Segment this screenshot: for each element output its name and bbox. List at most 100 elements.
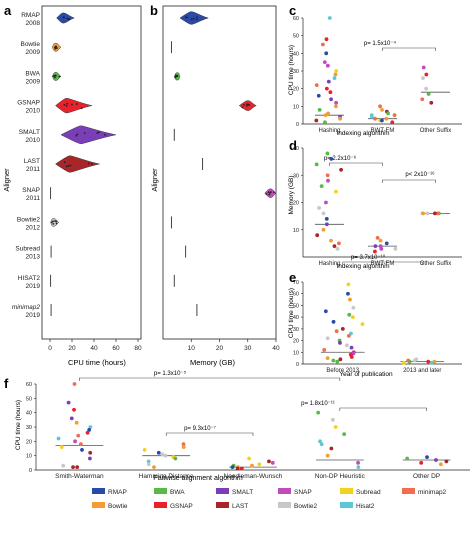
y-tick-label-c-50: 50: [293, 34, 299, 40]
category-label-e-0: Before 2013: [326, 368, 359, 374]
point-c-9: [326, 79, 331, 84]
panel-d-xlabel: Indexing algorithm: [336, 263, 389, 270]
point-c-36: [421, 65, 426, 70]
point-f-9: [56, 436, 61, 441]
x-tick-label-a-20: 20: [68, 345, 76, 352]
y-tick-label-c-30: 30: [293, 69, 299, 75]
violin-a-point: [83, 132, 86, 134]
panel-letter-f: f: [4, 376, 9, 391]
y-tick-label-e-0: 0: [296, 362, 299, 368]
point-e-28: [412, 358, 417, 363]
y-tick-label-d-20: 20: [293, 201, 299, 207]
point-f-39: [239, 466, 244, 471]
point-d-16: [337, 241, 341, 246]
point-d-30: [435, 211, 440, 216]
violin-a-point: [76, 133, 79, 136]
violin-a-point: [69, 164, 72, 167]
row-year-bwa: 2009: [26, 78, 41, 85]
category-label-f-4: Other DP: [413, 473, 440, 480]
point-c-10: [314, 83, 319, 88]
point-c-15: [334, 100, 339, 105]
category-label-f-0: Smith-Waterman: [55, 473, 104, 480]
violin-b-point: [196, 18, 198, 21]
point-e-17: [349, 345, 354, 350]
legend-label-bwa: BWA: [170, 489, 185, 496]
legend-swatch-last: [216, 502, 229, 508]
violin-b-point: [248, 104, 250, 106]
row-year-rmap: 2008: [26, 20, 41, 27]
y-tick-label-c-40: 40: [293, 51, 299, 57]
point-c-35: [380, 118, 384, 123]
panel-e-xlabel: Year of publication: [339, 371, 393, 378]
panel-b-ylabel: Aligner: [150, 168, 159, 192]
point-c-12: [328, 90, 333, 95]
panel-letter-c: c: [289, 3, 296, 18]
y-tick-label-c-0: 0: [296, 122, 299, 128]
point-e-13: [325, 336, 330, 341]
point-c-32: [390, 120, 395, 125]
y-tick-label-e-20: 20: [293, 339, 299, 345]
point-d-5: [326, 178, 330, 183]
legend-label-minimap2: minimap2: [418, 489, 447, 496]
point-d-19: [375, 236, 380, 240]
violin-a-point: [75, 134, 78, 137]
y-tick-label-f-30: 30: [26, 425, 32, 431]
legend-label-smalt: SMALT: [232, 489, 253, 496]
violin-a-point: [104, 134, 106, 136]
point-e-10: [334, 329, 339, 334]
point-c-17: [317, 107, 322, 112]
point-d-7: [334, 189, 338, 194]
legend-label-rmap: RMAP: [108, 489, 127, 496]
violin-b-point: [241, 106, 244, 109]
point-f-37: [230, 465, 235, 470]
x-tick-label-b-30: 30: [244, 345, 252, 352]
point-d-0: [325, 151, 330, 156]
panel-f-xlabel: Pairwise alignment algorithm: [153, 475, 243, 482]
legend-swatch-bowtie2: [278, 502, 291, 508]
point-e-33: [406, 358, 411, 363]
x-tick-label-a-80: 80: [134, 345, 142, 352]
violin-a-point: [90, 163, 93, 165]
point-c-25: [380, 107, 384, 112]
point-c-13: [316, 93, 321, 98]
point-f-29: [152, 465, 156, 470]
point-f-20: [181, 445, 186, 449]
violin-a-point: [66, 17, 69, 20]
point-c-6: [334, 69, 339, 73]
violin-b-point: [174, 76, 177, 79]
x-tick-label-b-40: 40: [272, 345, 280, 352]
row-label-minimap2: minimap2: [12, 304, 41, 311]
row-year-snap: 2011: [26, 195, 40, 202]
violin-a-point: [96, 132, 99, 134]
panel-b-violin-memory: Memory (GB) Aligner 10 20 30 40: [150, 5, 280, 367]
x-tick-label-b-10: 10: [188, 345, 196, 352]
legend: RMAP BWA SMALT SNAP Subread minimap2 Bowtie GSN…: [92, 488, 447, 510]
y-tick-label-c-10: 10: [293, 104, 299, 110]
legend-swatch-snap: [278, 488, 291, 494]
violin-b-point: [196, 16, 198, 19]
point-f-42: [333, 425, 338, 429]
point-e-25: [331, 358, 336, 363]
violin-a-point: [50, 221, 53, 224]
row-label-last: LAST: [24, 158, 40, 165]
point-c-5: [325, 63, 330, 68]
y-tick-label-d-10: 10: [293, 228, 299, 234]
point-f-54: [419, 460, 424, 465]
point-e-0: [346, 282, 351, 287]
significance-bracket-f-1: [165, 432, 254, 436]
point-f-13: [80, 448, 84, 452]
point-f-3: [69, 416, 74, 421]
y-tick-label-d-30: 30: [293, 173, 299, 179]
point-c-4: [322, 60, 327, 65]
legend-label-bowtie2: Bowtie2: [294, 503, 318, 510]
point-f-44: [318, 439, 322, 444]
point-f-34: [250, 463, 254, 468]
point-c-21: [338, 116, 343, 121]
point-f-24: [163, 453, 168, 458]
point-c-16: [334, 104, 338, 109]
point-e-6: [351, 315, 355, 320]
point-e-32: [429, 360, 434, 365]
point-e-1: [346, 291, 350, 296]
point-d-17: [332, 244, 337, 249]
